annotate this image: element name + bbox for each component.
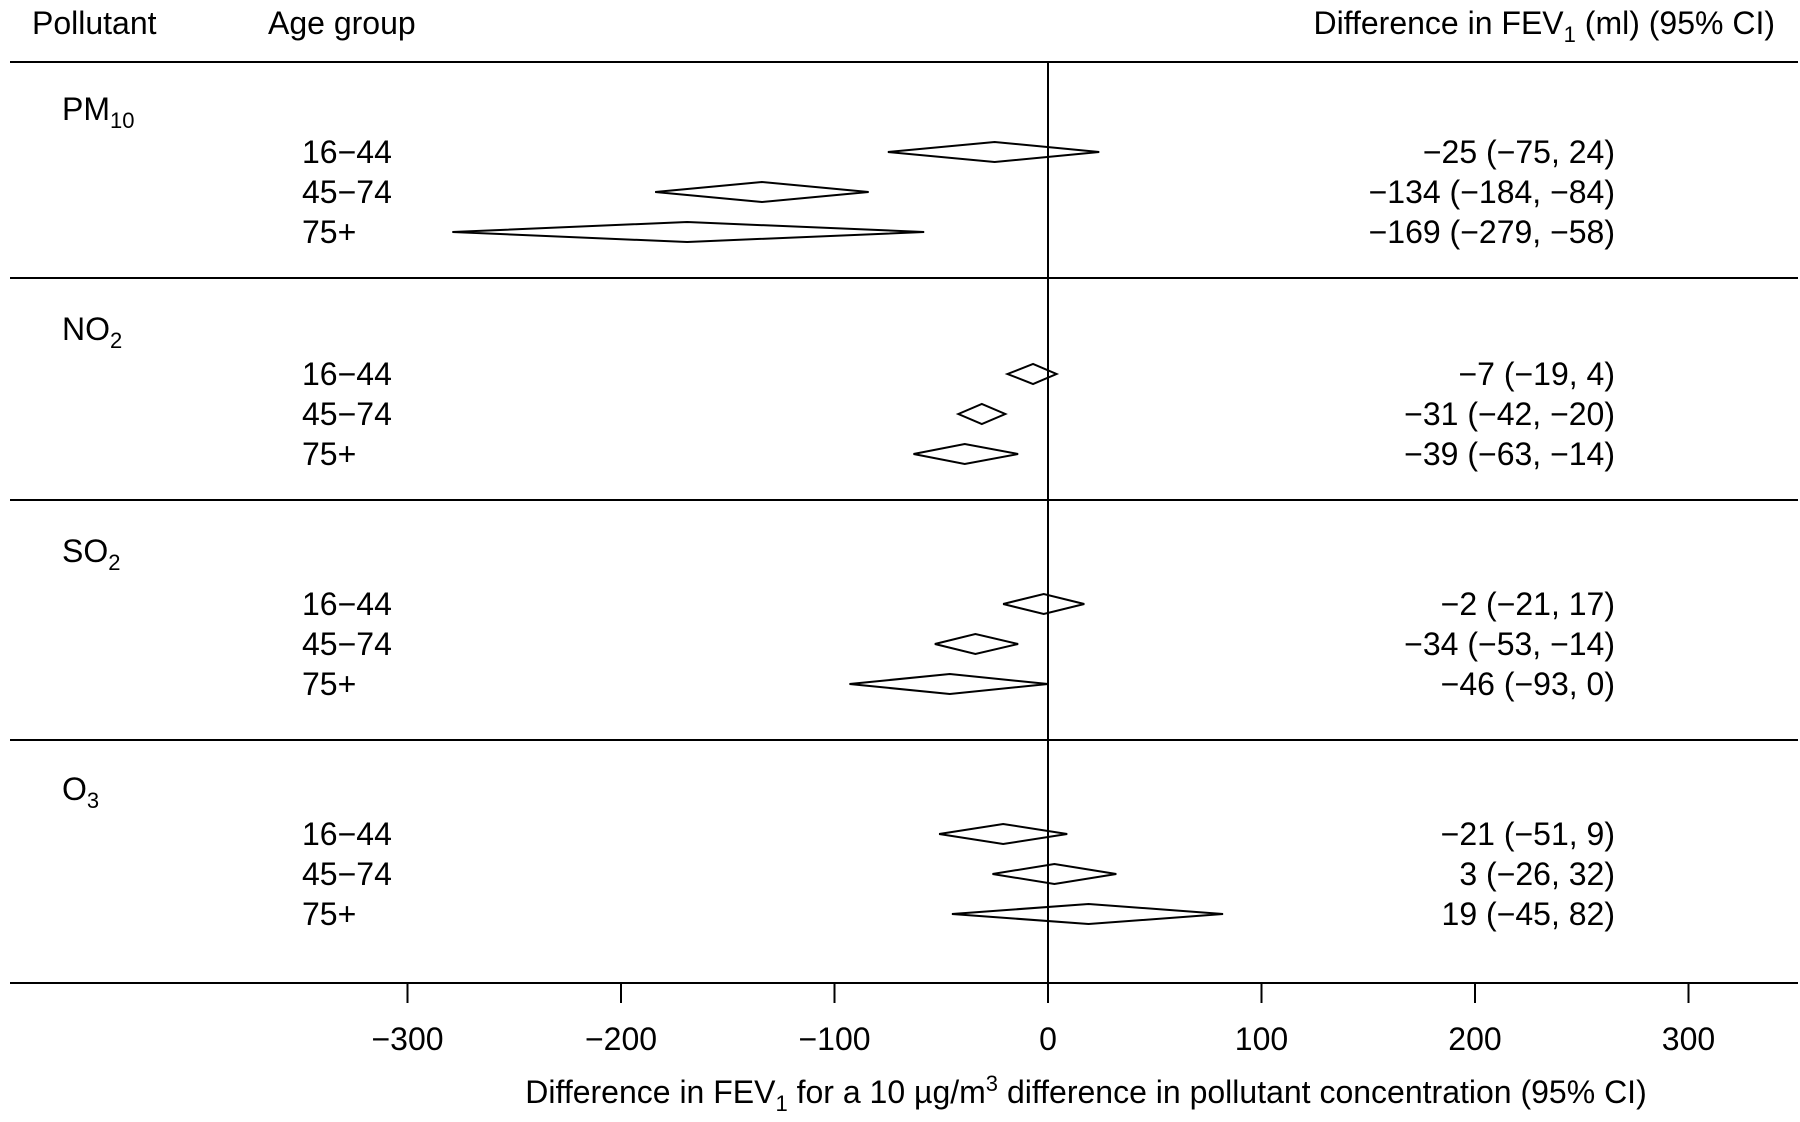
x-tick-label: 200 [1448,1021,1501,1057]
x-axis-title: Difference in FEV1 for a 10 µg/m3 differ… [525,1071,1646,1116]
age-group-label: 75+ [302,896,356,932]
estimate-value-label: −31 (−42, −20) [1404,396,1615,432]
estimate-value-label: −46 (−93, 0) [1441,666,1615,702]
estimate-row: 75+ 19 (−45, 82) [302,896,1615,932]
ci-diamond [913,444,1018,464]
estimate-value-label: 3 (−26, 32) [1459,856,1615,892]
pollutant-group: NO2 16−44 −7 (−19, 4) 45−74 −31 (−42, −20) 75… [62,311,1615,472]
estimate-row: 45−74 −31 (−42, −20) [302,396,1615,432]
estimate-row: 45−74 −134 (−184, −84) [302,174,1615,210]
estimate-value-label: −21 (−51, 9) [1441,816,1615,852]
ci-diamond [958,404,1005,424]
x-tick-label: −300 [371,1021,443,1057]
x-tick-label: −100 [798,1021,870,1057]
pollutant-group: PM10 16−44 −25 (−75, 24) 45−74 −134 (−184, −… [62,91,1615,250]
header-difference: Difference in FEV1 (ml) (95% CI) [1313,5,1775,47]
x-axis: −300 −200 −100 0 100 200 300 [371,983,1715,1057]
x-tick-label: −200 [585,1021,657,1057]
age-group-label: 45−74 [302,856,392,892]
estimate-value-label: −25 (−75, 24) [1423,134,1615,170]
pollutant-label: PM10 [62,91,134,133]
pollutant-group: SO2 16−44 −2 (−21, 17) 45−74 −34 (−53, −14) 7… [62,533,1615,702]
x-tick-label: 300 [1662,1021,1715,1057]
x-tick-label: 0 [1039,1021,1057,1057]
ci-diamond [452,222,924,242]
estimate-value-label: 19 (−45, 82) [1442,896,1615,932]
ci-diamond [655,182,869,202]
estimate-row: 45−74 3 (−26, 32) [302,856,1615,892]
age-group-label: 45−74 [302,396,392,432]
estimate-row: 16−44 −25 (−75, 24) [302,134,1615,170]
estimate-value-label: −39 (−63, −14) [1404,436,1615,472]
ci-diamond [992,864,1116,884]
pollutant-label: NO2 [62,311,122,353]
estimate-row: 16−44 −2 (−21, 17) [302,586,1615,622]
ci-diamond [849,674,1048,694]
header-pollutant: Pollutant [32,5,157,41]
estimate-value-label: −169 (−279, −58) [1369,214,1615,250]
estimate-row: 45−74 −34 (−53, −14) [302,626,1615,662]
estimate-row: 75+ −46 (−93, 0) [302,666,1615,702]
ci-diamond [1007,364,1056,384]
ci-diamond [1003,594,1084,614]
age-group-label: 75+ [302,436,356,472]
pollutant-groups: PM10 16−44 −25 (−75, 24) 45−74 −134 (−184, −… [62,91,1615,932]
pollutant-label: O3 [62,771,99,813]
estimate-row: 75+ −39 (−63, −14) [302,436,1615,472]
estimate-value-label: −7 (−19, 4) [1458,356,1615,392]
estimate-row: 16−44 −21 (−51, 9) [302,816,1615,852]
ci-diamond [935,634,1018,654]
age-group-label: 16−44 [302,586,392,622]
estimate-value-label: −34 (−53, −14) [1404,626,1615,662]
age-group-label: 75+ [302,214,356,250]
ci-diamond [952,904,1223,924]
header-row: Pollutant Age group Difference in FEV1 (… [32,5,1775,47]
header-age-group: Age group [268,5,416,41]
age-group-label: 75+ [302,666,356,702]
estimate-row: 16−44 −7 (−19, 4) [302,356,1615,392]
ci-diamond [888,142,1099,162]
age-group-label: 16−44 [302,816,392,852]
age-group-label: 16−44 [302,134,392,170]
estimate-value-label: −134 (−184, −84) [1369,174,1615,210]
age-group-label: 45−74 [302,626,392,662]
pollutant-group: O3 16−44 −21 (−51, 9) 45−74 3 (−26, 32) 75+ 19… [62,771,1615,932]
estimate-row: 75+ −169 (−279, −58) [302,214,1615,250]
x-tick-label: 100 [1235,1021,1288,1057]
pollutant-label: SO2 [62,533,120,575]
age-group-label: 16−44 [302,356,392,392]
age-group-label: 45−74 [302,174,392,210]
estimate-value-label: −2 (−21, 17) [1441,586,1615,622]
